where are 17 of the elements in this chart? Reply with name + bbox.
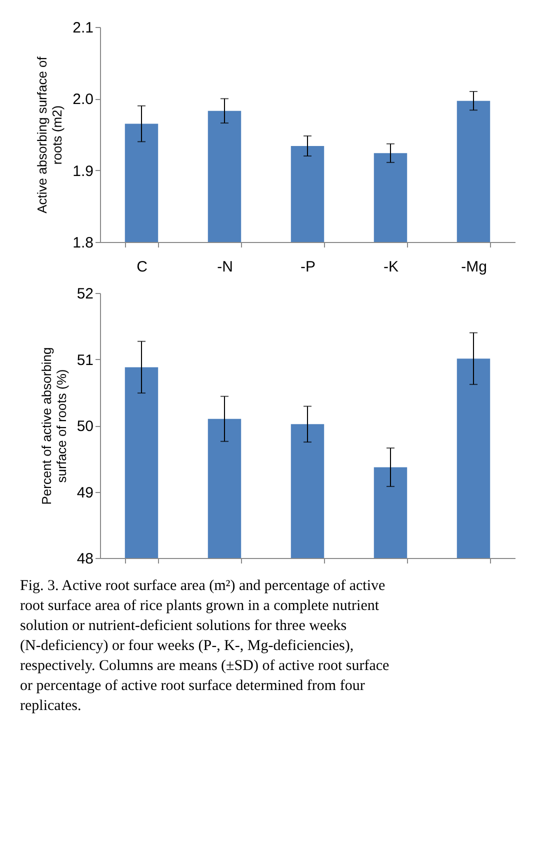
y-tick-label: 2.1: [72, 20, 94, 36]
y-tick-label: 49: [76, 484, 94, 502]
y-axis-title: Active absorbing surface of roots (m2): [34, 56, 65, 214]
x-tick-label: -N: [217, 258, 233, 276]
caption: Fig. 3. Active root surface area (m²) and percentage of active root surface area of rice plants grown in a complete nutrient solution or nutrient-deficient solutions for three weeks (N-deficiency) or four weeks (P-, K-, Mg-deficiencies), respectively. Columns are means (±SD) of active root surface or percentage of active root surface determined from four replicates.: [20, 578, 390, 714]
x-tick-label: -P: [300, 258, 316, 276]
y-tick-label: 1.8: [72, 234, 94, 252]
y-tick-label: 52: [76, 286, 94, 302]
x-tick-label: -Mg: [461, 258, 487, 276]
x-tick-label: -K: [384, 258, 398, 276]
y-tick-label: 48: [76, 550, 94, 568]
y-axis-title: Percent of active absorbing surface of roots (%): [38, 347, 69, 505]
y-tick-label: 1.9: [72, 162, 94, 180]
y-tick-label: 51: [76, 352, 94, 369]
x-tick-label: C: [136, 258, 148, 276]
y-tick-label: 50: [76, 418, 94, 435]
y-tick-label: 2.0: [72, 91, 94, 108]
